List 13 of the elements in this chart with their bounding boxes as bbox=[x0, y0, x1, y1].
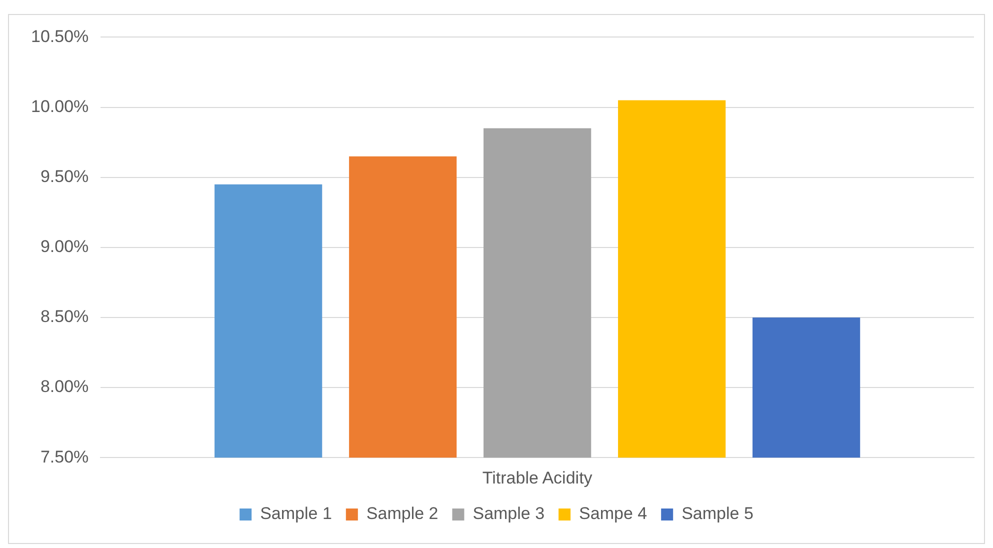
y-tick-label: 9.00% bbox=[40, 237, 89, 256]
y-tick-label: 10.50% bbox=[30, 26, 89, 46]
y-tick-label: 9.50% bbox=[40, 167, 89, 186]
legend-label: Sample 2 bbox=[366, 504, 438, 524]
legend-label: Sampe 4 bbox=[579, 504, 648, 524]
legend-label: Sample 3 bbox=[472, 504, 545, 524]
y-tick-label: 8.50% bbox=[40, 307, 89, 326]
y-tick-label: 10.00% bbox=[30, 96, 89, 116]
legend-label: Sample 5 bbox=[682, 504, 754, 524]
y-tick-label: 8.00% bbox=[40, 377, 89, 396]
x-tick-label: Titrable Acidity bbox=[482, 468, 593, 488]
legend-label: Sample 1 bbox=[260, 504, 332, 524]
y-tick-label: 7.50% bbox=[40, 447, 89, 466]
